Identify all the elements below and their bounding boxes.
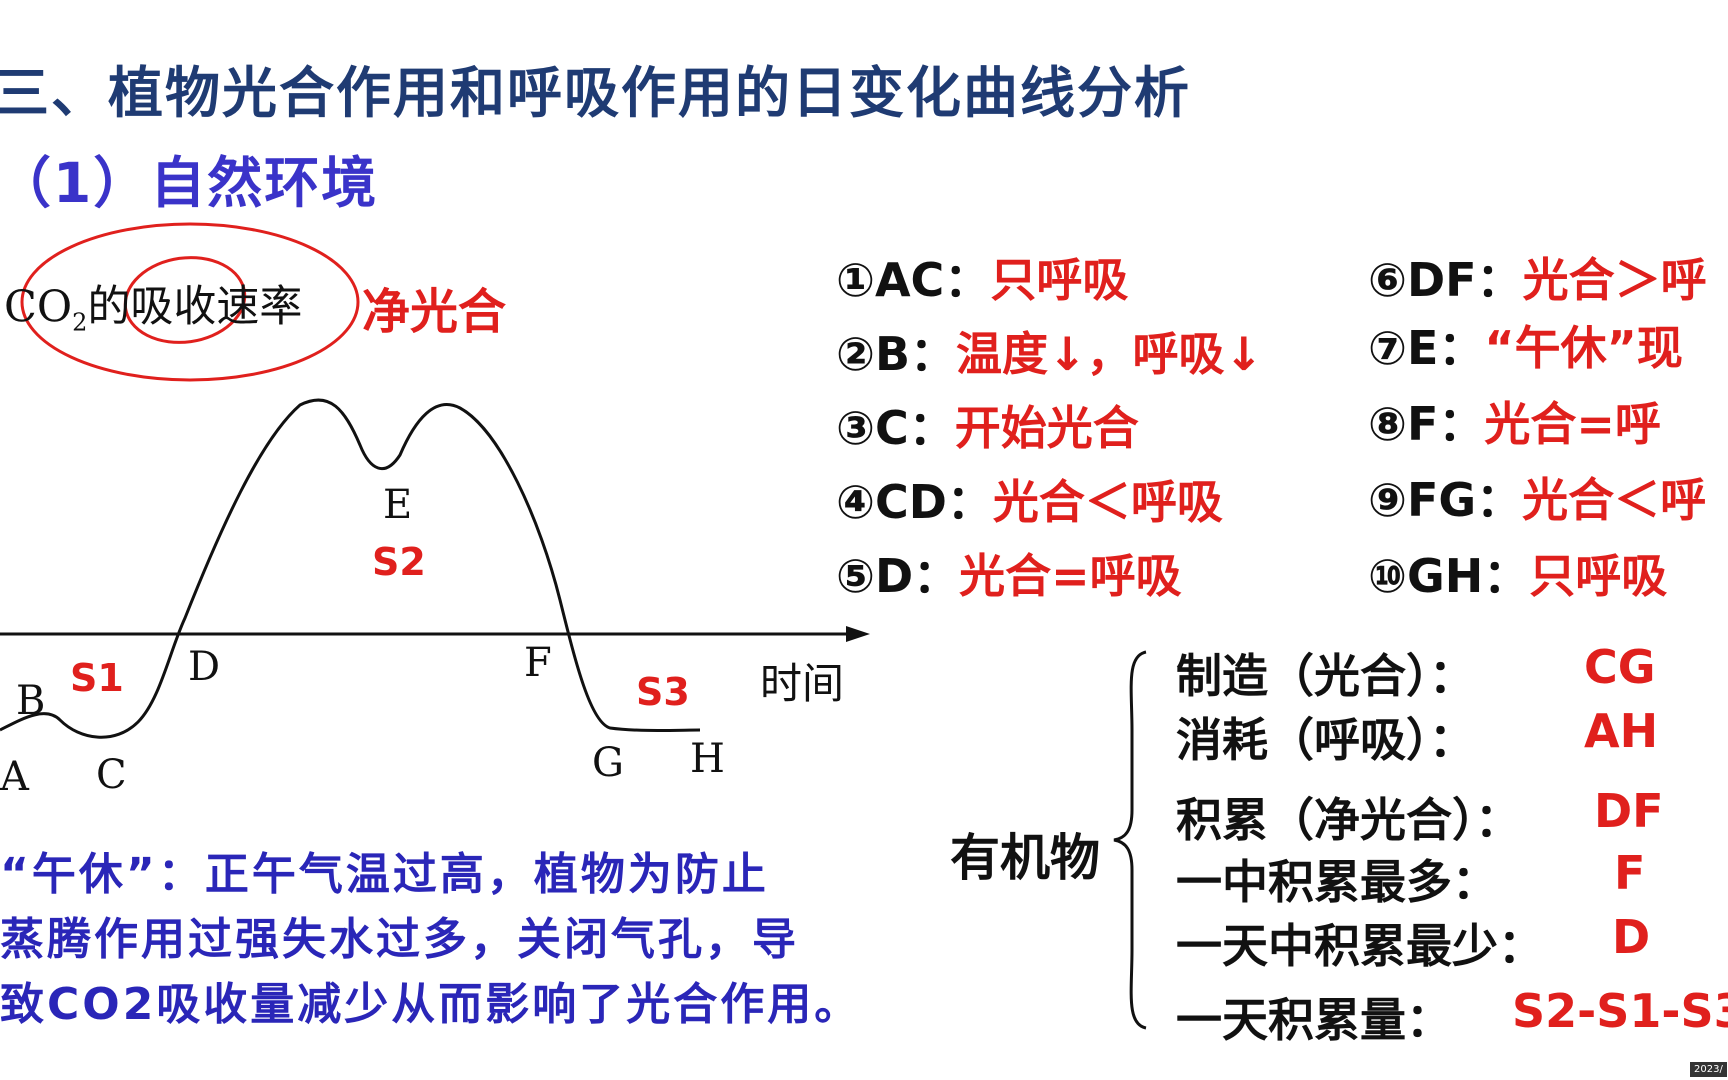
organic-row: 积累（净光合）： <box>1176 793 1521 847</box>
area-s1-label: S1 <box>70 656 124 700</box>
area-s2-label: S2 <box>372 540 426 584</box>
curly-brace <box>1113 650 1147 1030</box>
analysis-item: ③C：开始光合 <box>836 401 1139 455</box>
analysis-item: ①AC：只呼吸 <box>836 253 1129 307</box>
slide-title: 三、植物光合作用和呼吸作用的日变化曲线分析 <box>0 61 1192 125</box>
organic-matter-label: 有机物 <box>950 829 1100 887</box>
point-g-label: G <box>592 740 624 786</box>
organic-row: 一天积累量： <box>1176 993 1452 1047</box>
net-photosynthesis-label: 净光合 <box>362 284 507 340</box>
point-h-label: H <box>690 736 725 782</box>
point-c-label: C <box>96 752 127 798</box>
rate-curve <box>0 398 701 739</box>
organic-row: 消耗（呼吸）： <box>1176 713 1475 767</box>
area-s3-label: S3 <box>636 670 690 714</box>
point-e-label: E <box>383 482 413 528</box>
timestamp-badge: 2023/ <box>1690 1062 1727 1077</box>
analysis-item: ⑦E：“午休”现 <box>1368 321 1683 375</box>
organic-row-value: CG <box>1584 640 1656 694</box>
organic-row-value: AH <box>1584 704 1659 758</box>
note-line-2: 蒸腾作用过强失水过多，关闭气孔，导 <box>0 914 799 965</box>
section-subtitle: （1）自然环境 <box>0 151 379 215</box>
organic-row-value: DF <box>1594 784 1664 838</box>
note-line-1: “午休”：正午气温过高，植物为防止 <box>0 849 769 900</box>
analysis-item: ⑨FG：光合＜呼 <box>1368 473 1707 527</box>
point-a-label: A <box>0 754 29 800</box>
organic-row-value: D <box>1612 910 1651 964</box>
organic-row: 一天中积累最少： <box>1176 919 1544 973</box>
point-b-label: B <box>16 678 46 724</box>
analysis-item: ②B：温度↓，呼吸↓ <box>836 327 1264 381</box>
x-axis-arrow <box>846 626 870 642</box>
point-d-label: D <box>188 644 221 690</box>
y-axis-label: CO2的吸收速率 <box>4 282 303 337</box>
analysis-item: ⑤D：光合=呼吸 <box>836 549 1182 603</box>
note-line-3: 致CO2吸收量减少从而影响了光合作用。 <box>0 979 862 1030</box>
point-f-label: F <box>524 640 552 686</box>
annotation-ellipse-inner <box>123 256 247 344</box>
analysis-item: ⑥DF：光合＞呼 <box>1368 253 1707 307</box>
organic-row-value: S2-S1-S3 <box>1512 984 1728 1038</box>
organic-row-value: F <box>1614 846 1646 900</box>
analysis-item: ④CD：光合＜呼吸 <box>836 475 1223 529</box>
annotation-ellipse-outer <box>20 222 360 382</box>
analysis-item: ⑩GH：只呼吸 <box>1368 549 1668 603</box>
analysis-item: ⑧F：光合=呼 <box>1368 397 1661 451</box>
organic-row: 一中积累最多： <box>1176 855 1498 909</box>
organic-row: 制造（光合）： <box>1176 649 1475 703</box>
x-axis-label: 时间 <box>760 659 845 708</box>
curve-diagram <box>0 222 870 739</box>
